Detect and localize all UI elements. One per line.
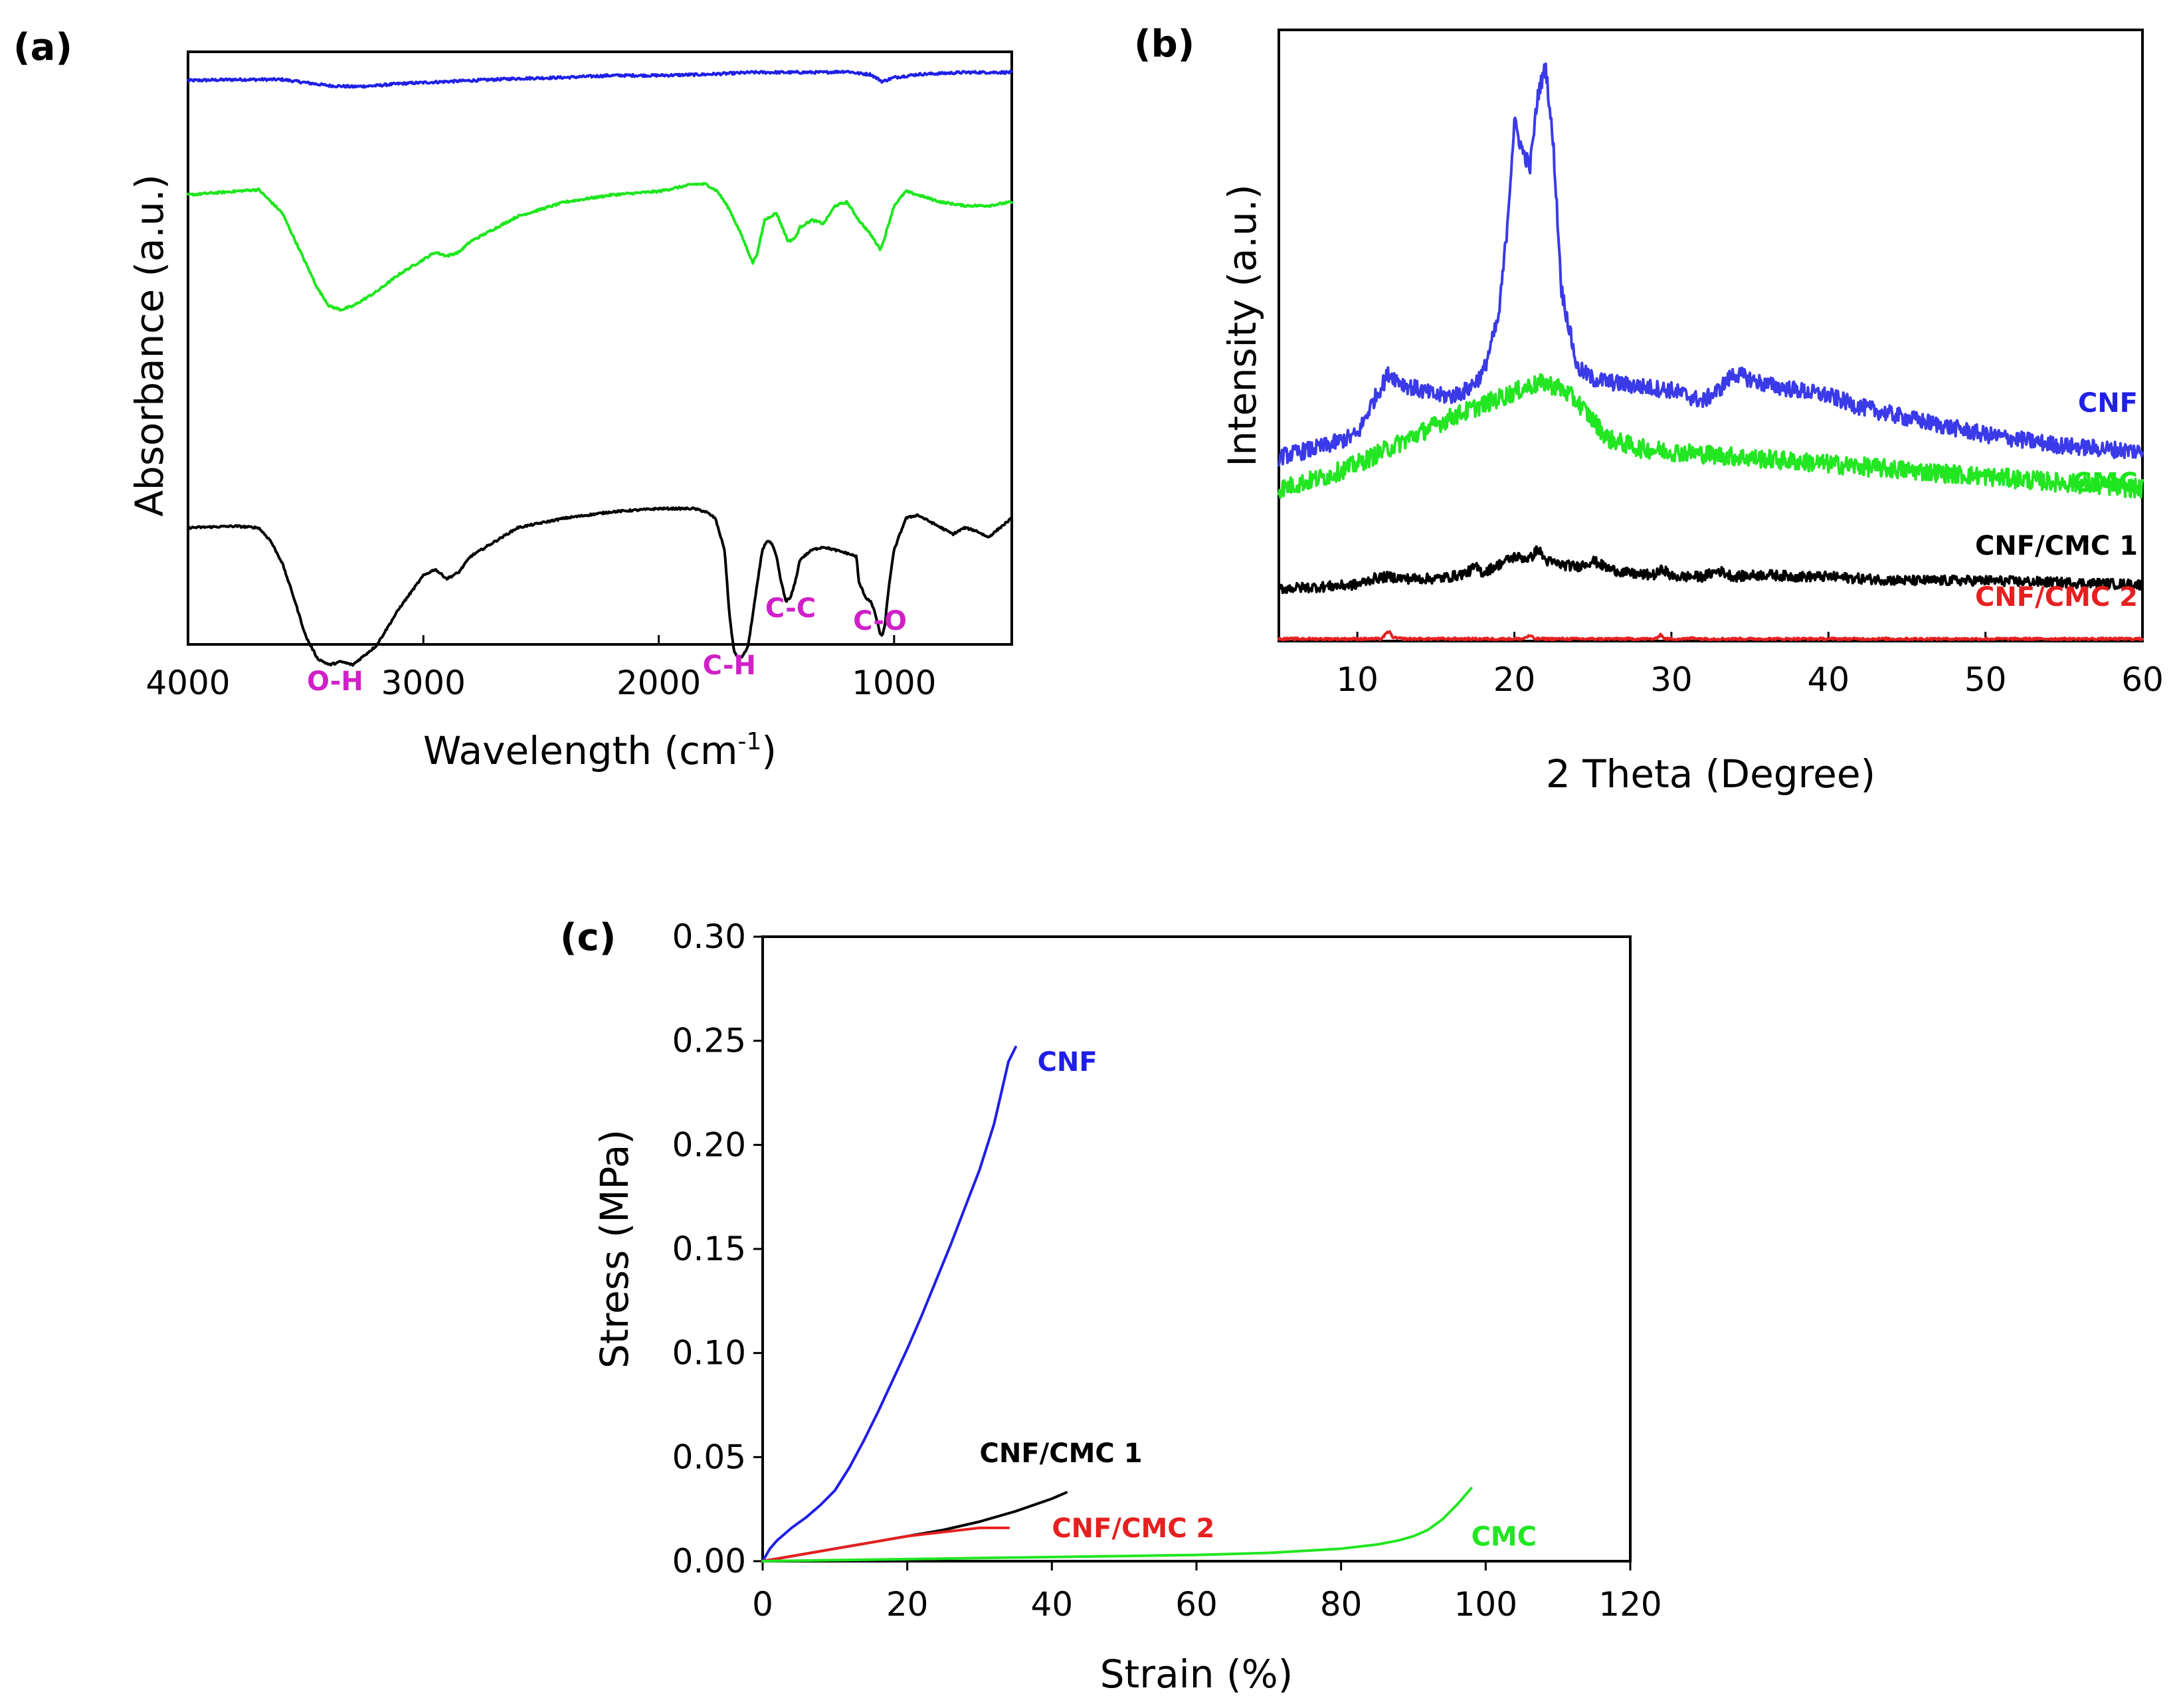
panel-a-annotation-c-h: C-H (703, 650, 756, 681)
panel-c-series-cnf-cmc-1 (761, 1491, 1068, 1563)
panel-b-legend-cnf-cmc-1: CNF/CMC 1 (1975, 531, 2138, 561)
panel-c-series-cnf-cmc-2 (761, 1526, 1010, 1563)
panel-c-stress-strain-chart: (c) 0 20 40 60 80 100 120 0.00 0.05 0.10 0.15 0.20… (560, 916, 1662, 1697)
panel-c-series (761, 1046, 1473, 1563)
panel-b-series-cnf (1278, 62, 2144, 467)
panel-c-y-tick-label-2: 0.10 (672, 1334, 746, 1373)
panel-c-y-ticks: 0.00 0.05 0.10 0.15 0.20 0.25 0.30 (672, 917, 763, 1580)
panel-a-x-tick-label-2000: 2000 (617, 664, 701, 702)
panel-c-annotation-cnf-cmc-1: CNF/CMC 1 (980, 1438, 1143, 1469)
panel-c-annotation-cnf-cmc-2: CNF/CMC 2 (1052, 1513, 1214, 1544)
panel-c-x-tick-label-20: 20 (886, 1585, 929, 1624)
panel-c-y-tick-label-3: 0.15 (672, 1230, 746, 1268)
panel-b-legend: CNF CMC CNF/CMC 1 CNF/CMC 2 (1975, 388, 2138, 613)
panel-c-y-tick-label-1: 0.05 (672, 1438, 746, 1476)
panel-b-x-tick-label-30: 30 (1650, 660, 1693, 699)
panel-c-y-tick-label-6: 0.30 (672, 917, 746, 956)
panel-b-x-axis-title: 2 Theta (Degree) (1546, 751, 1875, 797)
panel-c-annotations: CNF CNF/CMC 1 CNF/CMC 2 CMC (980, 1047, 1537, 1552)
panel-a-x-ticks: 4000 3000 2000 1000 (145, 635, 936, 702)
panel-a-annotations: O-H C-H C-C C-O (307, 593, 907, 697)
panel-a-plot-frame (187, 50, 1013, 646)
panel-b-series-cnf-cmc-1 (1278, 545, 2144, 595)
panel-c-x-tick-label-100: 100 (1454, 1585, 1517, 1624)
panel-b-legend-cmc: CMC (2072, 468, 2138, 498)
panel-a-annotation-c-o: C-O (853, 606, 907, 636)
panel-a-series-cnf (187, 69, 1013, 89)
panel-c-x-tick-label-40: 40 (1031, 1585, 1074, 1624)
panel-b-legend-cnf: CNF (2078, 388, 2138, 419)
panel-c-plot-frame (761, 935, 1632, 1563)
panel-a-ftir-chart: (a) 4000 3000 2000 1000 O-H C-H C-C C-O Wavele… (13, 26, 1013, 773)
panel-c-x-axis-title: Strain (%) (1100, 1652, 1293, 1697)
panel-c-annotation-cnf: CNF (1038, 1047, 1097, 1078)
panel-b-label: (b) (1134, 23, 1194, 66)
panel-a-y-axis-title: Absorbance (a.u.) (127, 174, 172, 517)
panel-b-series-cnf-cmc-2 (1278, 630, 2144, 642)
panel-a-annotation-c-c: C-C (765, 593, 816, 624)
panel-b-xrd-chart: (b) 10 20 30 40 50 60 CNF CMC CNF/CMC 1 CNF/CMC … (1134, 23, 2164, 797)
panel-b-x-tick-label-40: 40 (1807, 660, 1850, 699)
panel-c-y-tick-label-5: 0.25 (672, 1022, 746, 1060)
panel-b-x-tick-label-60: 60 (2121, 660, 2164, 699)
panel-b-y-axis-title: Intensity (a.u.) (1220, 184, 1265, 466)
panel-c-x-tick-label-60: 60 (1175, 1585, 1218, 1624)
panel-b-series-cmc (1278, 373, 2144, 499)
panel-c-y-axis-title: Stress (MPa) (592, 1129, 637, 1369)
panel-a-label: (a) (13, 26, 72, 69)
panel-b-legend-cnf-cmc-2: CNF/CMC 2 (1975, 582, 2138, 613)
panel-c-y-tick-label-4: 0.20 (672, 1125, 746, 1164)
panel-b-x-tick-label-50: 50 (1964, 660, 2007, 699)
panel-b-x-tick-label-10: 10 (1336, 660, 1378, 699)
panel-c-x-tick-label-0: 0 (752, 1585, 773, 1624)
panel-c-x-ticks: 0 20 40 60 80 100 120 (752, 1561, 1662, 1624)
panel-a-series-cmc (187, 181, 1013, 312)
panel-b-x-ticks: 10 20 30 40 50 60 (1336, 632, 2164, 699)
panel-a-x-tick-label-1000: 1000 (852, 664, 936, 702)
panel-c-x-tick-label-120: 120 (1598, 1585, 1661, 1624)
panel-c-series-cmc (761, 1487, 1473, 1563)
panel-c-series-cnf (761, 1046, 1017, 1563)
panel-b-series (1278, 62, 2144, 642)
panel-a-x-tick-label-4000: 4000 (145, 664, 230, 702)
panel-a-x-tick-label-3000: 3000 (381, 664, 466, 702)
panel-a-x-axis-title: Wavelength (cm-1) (423, 728, 777, 773)
panel-c-label: (c) (560, 916, 616, 959)
panel-c-annotation-cmc: CMC (1471, 1521, 1537, 1552)
panel-a-series (187, 69, 1013, 667)
panel-c-x-tick-label-80: 80 (1320, 1585, 1363, 1624)
panel-b-x-tick-label-20: 20 (1493, 660, 1536, 699)
panel-a-annotation-o-h: O-H (307, 666, 363, 697)
panel-a-series-cnf-cmc (187, 506, 1013, 667)
panel-c-y-tick-label-0: 0.00 (672, 1542, 746, 1580)
